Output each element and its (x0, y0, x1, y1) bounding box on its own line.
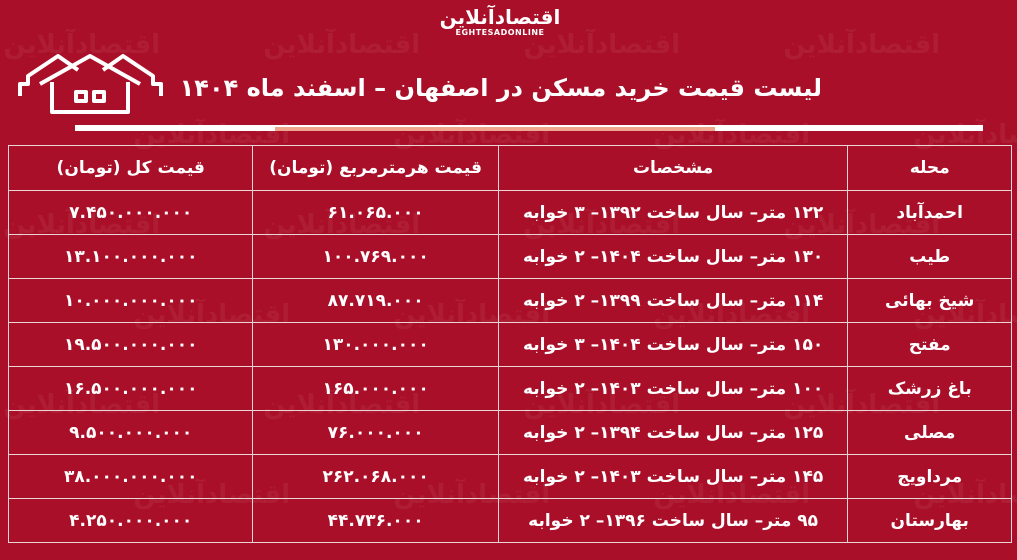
specs-cell: ۱۵۰ متر– سال ساخت ۱۴۰۴– ۳ خوابه (497, 322, 849, 367)
title-underline-accent (275, 127, 715, 131)
watermark: اقتصادآنلاین (783, 30, 941, 60)
neighborhood-cell: احمدآباد (847, 190, 1012, 235)
watermark: اقتصادآنلاین (523, 30, 681, 60)
specs-cell: ۹۵ متر– سال ساخت ۱۳۹۶– ۲ خوابه (497, 498, 849, 543)
price-per-sqm-cell: ۱۶۵.۰۰۰.۰۰۰ (252, 366, 499, 411)
specs-cell: ۱۰۰ متر– سال ساخت ۱۴۰۳– ۲ خوابه (497, 366, 849, 411)
total-price-cell: ۱۹.۵۰۰.۰۰۰.۰۰۰ (7, 322, 254, 367)
neighborhood-cell: مفتح (847, 322, 1012, 367)
brand-name-fa: اقتصادآنلاین (439, 5, 561, 29)
total-price-cell: ۳۸.۰۰۰.۰۰۰.۰۰۰ (7, 454, 254, 499)
header-neighborhood: محله (847, 145, 1012, 191)
houses-icon (18, 54, 163, 114)
neighborhood-cell: مصلی (847, 410, 1012, 455)
specs-cell: ۱۴۵ متر– سال ساخت ۱۴۰۳– ۲ خوابه (497, 454, 849, 499)
total-price-cell: ۱۰.۰۰۰.۰۰۰.۰۰۰ (7, 278, 254, 323)
price-per-sqm-cell: ۶۱.۰۶۵.۰۰۰ (252, 190, 499, 235)
page-title: لیست قیمت خرید مسکن در اصفهان – اسفند ما… (179, 74, 822, 102)
price-per-sqm-cell: ۱۳۰.۰۰۰.۰۰۰ (252, 322, 499, 367)
neighborhood-cell: شیخ بهائی (847, 278, 1012, 323)
neighborhood-cell: باغ زرشک (847, 366, 1012, 411)
table-header-row: محله مشخصات قیمت هرمترمربع (تومان) قیمت … (7, 145, 1012, 191)
table-row: مرداویج ۱۴۵ متر– سال ساخت ۱۴۰۳– ۲ خوابه ۲۶… (7, 454, 1012, 499)
header-specs: مشخصات (497, 145, 849, 191)
table-row: شیخ بهائی ۱۱۴ متر– سال ساخت ۱۳۹۹– ۲ خوابه… (7, 278, 1012, 323)
neighborhood-cell: طیب (847, 234, 1012, 279)
price-table: محله مشخصات قیمت هرمترمربع (تومان) قیمت … (7, 145, 1012, 543)
title-underline (75, 125, 983, 131)
price-per-sqm-cell: ۱۰۰.۷۶۹.۰۰۰ (252, 234, 499, 279)
table-row: مصلی ۱۲۵ متر– سال ساخت ۱۳۹۴– ۲ خوابه ۷۶.۰۰… (7, 410, 1012, 455)
neighborhood-cell: مرداویج (847, 454, 1012, 499)
header-total-price: قیمت کل (تومان) (7, 145, 254, 191)
specs-cell: ۱۱۴ متر– سال ساخت ۱۳۹۹– ۲ خوابه (497, 278, 849, 323)
price-per-sqm-cell: ۴۴.۷۳۶.۰۰۰ (252, 498, 499, 543)
brand-logo: اقتصادآنلاین EGHTESADONLINE (430, 6, 570, 37)
table-row: طیب ۱۳۰ متر– سال ساخت ۱۴۰۴– ۲ خوابه ۱۰۰.۷۶… (7, 234, 1012, 279)
neighborhood-cell: بهارستان (847, 498, 1012, 543)
total-price-cell: ۹.۵۰۰.۰۰۰.۰۰۰ (7, 410, 254, 455)
price-per-sqm-cell: ۷۶.۰۰۰.۰۰۰ (252, 410, 499, 455)
total-price-cell: ۴.۲۵۰.۰۰۰.۰۰۰ (7, 498, 254, 543)
price-per-sqm-cell: ۲۶۲.۰۶۸.۰۰۰ (252, 454, 499, 499)
table-row: احمدآباد ۱۲۲ متر– سال ساخت ۱۳۹۲– ۳ خوابه ۶… (7, 190, 1012, 235)
watermark: اقتصادآنلاین (3, 30, 161, 60)
header-price-per-sqm: قیمت هرمترمربع (تومان) (252, 145, 499, 191)
total-price-cell: ۷.۴۵۰.۰۰۰.۰۰۰ (7, 190, 254, 235)
specs-cell: ۱۲۵ متر– سال ساخت ۱۳۹۴– ۲ خوابه (497, 410, 849, 455)
watermark: اقتصادآنلاین (263, 30, 421, 60)
table-row: باغ زرشک ۱۰۰ متر– سال ساخت ۱۴۰۳– ۲ خوابه ۱… (7, 366, 1012, 411)
price-per-sqm-cell: ۸۷.۷۱۹.۰۰۰ (252, 278, 499, 323)
specs-cell: ۱۲۲ متر– سال ساخت ۱۳۹۲– ۳ خوابه (497, 190, 849, 235)
specs-cell: ۱۳۰ متر– سال ساخت ۱۴۰۴– ۲ خوابه (497, 234, 849, 279)
brand-name-en: EGHTESADONLINE (455, 28, 545, 37)
total-price-cell: ۱۳.۱۰۰.۰۰۰.۰۰۰ (7, 234, 254, 279)
table-row: مفتح ۱۵۰ متر– سال ساخت ۱۴۰۴– ۳ خوابه ۱۳۰.۰… (7, 322, 1012, 367)
total-price-cell: ۱۶.۵۰۰.۰۰۰.۰۰۰ (7, 366, 254, 411)
table-row: بهارستان ۹۵ متر– سال ساخت ۱۳۹۶– ۲ خوابه ۴۴… (7, 498, 1012, 543)
